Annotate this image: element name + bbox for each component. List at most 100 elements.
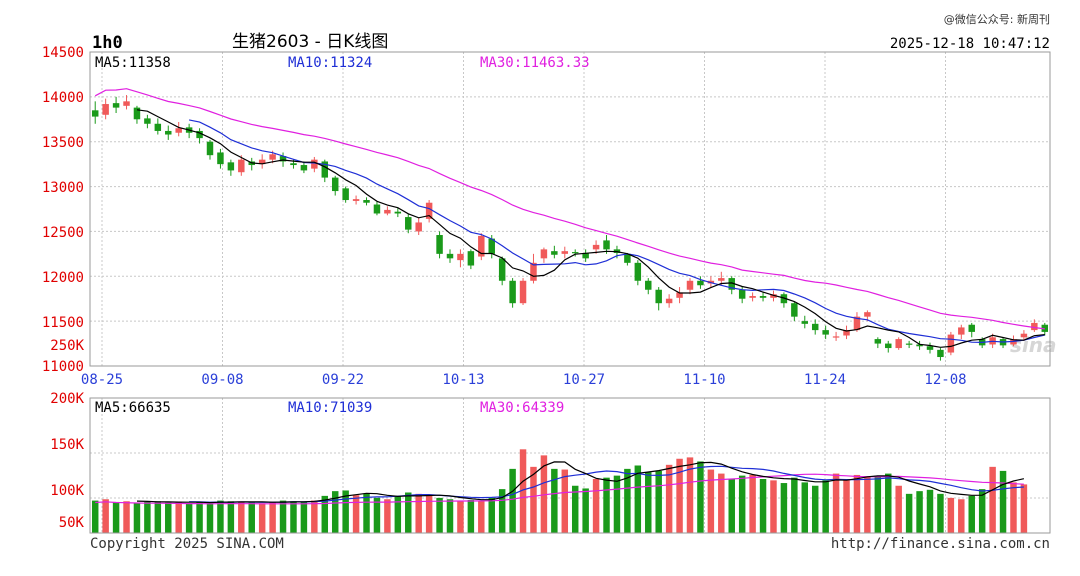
volume-bar-up [947,497,955,533]
vol-ma10-line [189,465,1024,503]
vol-ma5-label: MA5:66635 [95,400,171,416]
volume-bar-up [123,501,130,533]
date-tick-label: 10-13 [442,372,484,388]
source-url: http://finance.sina.com.cn [831,536,1050,552]
volume-bar-down [624,468,631,533]
volume-bar-down [196,501,203,533]
period-label: 1h0 [92,33,123,53]
volume-bar-down [655,470,662,533]
volume-bar-up [958,499,965,533]
volume-bar-down [185,503,193,533]
candle-up [478,235,485,257]
candle-down [488,238,495,254]
volume-bar-down [551,468,558,533]
candle-up [457,253,464,261]
timestamp: 2025-12-18 10:47:12 [890,36,1050,52]
candle-down [279,156,287,162]
volume-tick-label: 100K [50,483,84,499]
copyright-text: Copyright 2025 SINA.COM [90,536,284,552]
candle-up [352,199,360,201]
candle-down [363,200,370,203]
date-tick-label: 09-08 [201,372,243,388]
volume-bar-down [613,475,621,533]
volume-bar-up [269,501,276,533]
candle-up [1031,322,1038,331]
candle-up [864,312,871,317]
candle-down [968,324,975,332]
candle-up [749,296,756,298]
candle-down [133,107,141,120]
candle-down [634,262,642,281]
volume-panel [91,449,1028,533]
volume-bar-up [478,500,485,533]
candle-down [467,251,475,266]
candle-down [926,346,934,350]
ma5-label: MA5:11358 [95,55,171,71]
volume-bar-down [112,501,120,533]
candle-down [498,258,506,281]
source-watermark: @微信公众号: 新周刊 [944,12,1050,26]
candle-up [311,159,318,169]
volume-bar-up [1020,484,1028,533]
volume-bar-down [154,501,162,533]
candle-up [175,128,182,133]
candle-down [603,240,610,250]
volume-bar-up [770,480,777,533]
ma10-label: MA10:11324 [288,55,372,71]
candle-up [1020,333,1028,338]
candle-down [801,321,809,324]
candle-down [331,177,339,192]
date-axis-labels: 08-25 09-08 09-22 10-13 10-27 11-10 11-24 12-08 [81,372,967,388]
candle-down [874,339,882,344]
candle-up [269,154,276,160]
volume-bar-up [592,479,600,533]
volume-axis-labels: 200K 150K 100K 50K [50,391,84,531]
price-tick-label: 12000 [42,270,84,286]
candle-down [780,294,788,304]
volume-bar-up [676,458,683,533]
price-tick-label: 14500 [42,45,84,61]
volume-bar-down [634,465,642,533]
date-tick-label: 12-08 [924,372,966,388]
volume-bar-down [645,472,652,533]
candle-down [822,330,829,335]
volume-bar-up [832,473,840,533]
volume-bar-down [331,491,339,533]
candle-down [206,141,214,156]
volume-bar-down [968,495,975,533]
price-axis-labels: 14500 14000 13500 13000 12500 12000 11500 250K 1… [42,45,85,375]
candle-down [885,343,892,349]
volume-bar-down [582,488,589,533]
volume-bar-down [248,502,255,533]
price-frame [89,51,1051,367]
candle-up [947,334,955,353]
candle-up [123,101,130,106]
volume-bar-up [519,449,527,533]
candle-up [592,244,600,250]
volume-bar-down [999,470,1007,533]
vol-ma30-label: MA30:64339 [480,400,564,416]
volume-bar-down [791,477,798,533]
volume-bar-down [290,501,297,533]
volume-bar-up [311,500,318,533]
price-tick-label: 14000 [42,90,84,106]
date-tick-label: 09-22 [322,372,364,388]
candle-up [102,104,109,115]
vol-ma5-line [136,461,1025,504]
volume-bar-up [175,501,182,533]
volume-bar-down [811,485,819,533]
candle-up [718,278,725,281]
volume-bar-down [217,500,224,533]
candle-up [540,249,548,259]
volume-bar-up [749,474,756,533]
candle-down [405,217,412,230]
candle-up [895,339,902,349]
volume-bar-up [258,503,266,533]
volume-bar-down [206,503,214,533]
volume-bar-down [978,489,986,533]
candle-up [676,292,683,298]
candle-down [509,280,516,304]
volume-tick-label: 50K [59,515,85,531]
volume-bar-down [874,475,882,533]
